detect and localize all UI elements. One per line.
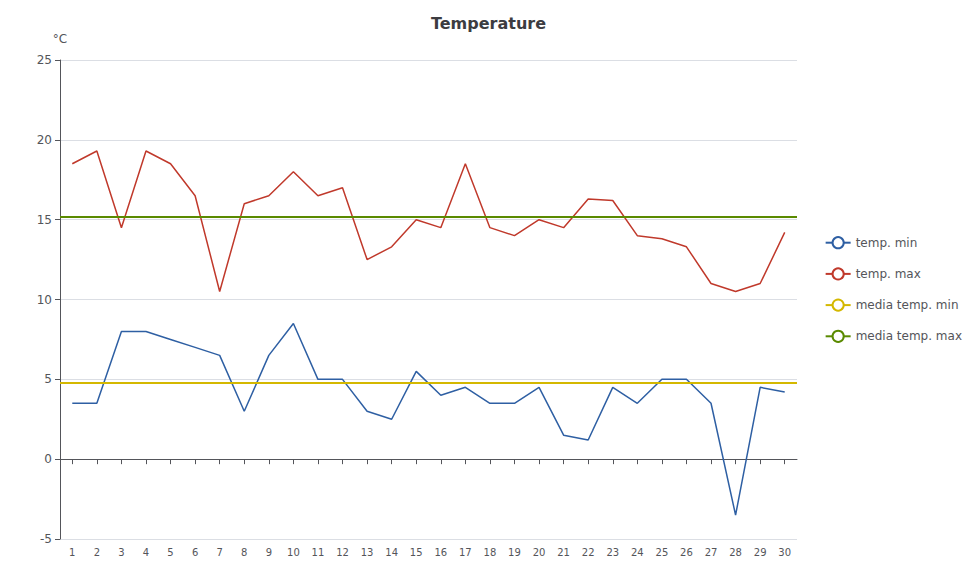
svg-text:30: 30 [778, 547, 791, 558]
svg-text:10: 10 [287, 547, 300, 558]
svg-text:13: 13 [361, 547, 374, 558]
svg-text:9: 9 [266, 547, 272, 558]
svg-text:27: 27 [705, 547, 718, 558]
svg-text:19: 19 [508, 547, 521, 558]
svg-text:temp. max: temp. max [856, 267, 921, 281]
svg-text:media temp. min: media temp. min [856, 298, 959, 312]
svg-text:0: 0 [44, 452, 52, 466]
svg-text:14: 14 [385, 547, 398, 558]
svg-text:8: 8 [241, 547, 247, 558]
svg-text:temp. min: temp. min [856, 236, 918, 250]
svg-text:1: 1 [69, 547, 75, 558]
svg-text:2: 2 [94, 547, 100, 558]
svg-text:23: 23 [606, 547, 619, 558]
svg-text:24: 24 [631, 547, 644, 558]
svg-text:11: 11 [312, 547, 325, 558]
svg-text:25: 25 [656, 547, 669, 558]
svg-text:18: 18 [484, 547, 497, 558]
svg-text:25: 25 [37, 53, 52, 67]
svg-text:°C: °C [53, 32, 67, 46]
svg-text:Temperature: Temperature [431, 14, 546, 33]
svg-text:28: 28 [729, 547, 742, 558]
svg-text:20: 20 [37, 133, 52, 147]
svg-text:-5: -5 [40, 532, 52, 546]
svg-text:7: 7 [216, 547, 222, 558]
svg-text:3: 3 [118, 547, 124, 558]
svg-text:15: 15 [37, 213, 52, 227]
svg-text:media temp. max: media temp. max [856, 329, 962, 343]
svg-text:21: 21 [557, 547, 570, 558]
svg-text:26: 26 [680, 547, 693, 558]
svg-text:6: 6 [192, 547, 198, 558]
svg-text:16: 16 [434, 547, 447, 558]
svg-text:22: 22 [582, 547, 595, 558]
svg-text:20: 20 [533, 547, 546, 558]
svg-text:5: 5 [44, 372, 52, 386]
svg-text:12: 12 [336, 547, 349, 558]
svg-text:10: 10 [37, 293, 52, 307]
svg-text:5: 5 [167, 547, 173, 558]
svg-text:17: 17 [459, 547, 472, 558]
svg-text:4: 4 [143, 547, 149, 558]
svg-text:15: 15 [410, 547, 423, 558]
svg-text:29: 29 [754, 547, 767, 558]
